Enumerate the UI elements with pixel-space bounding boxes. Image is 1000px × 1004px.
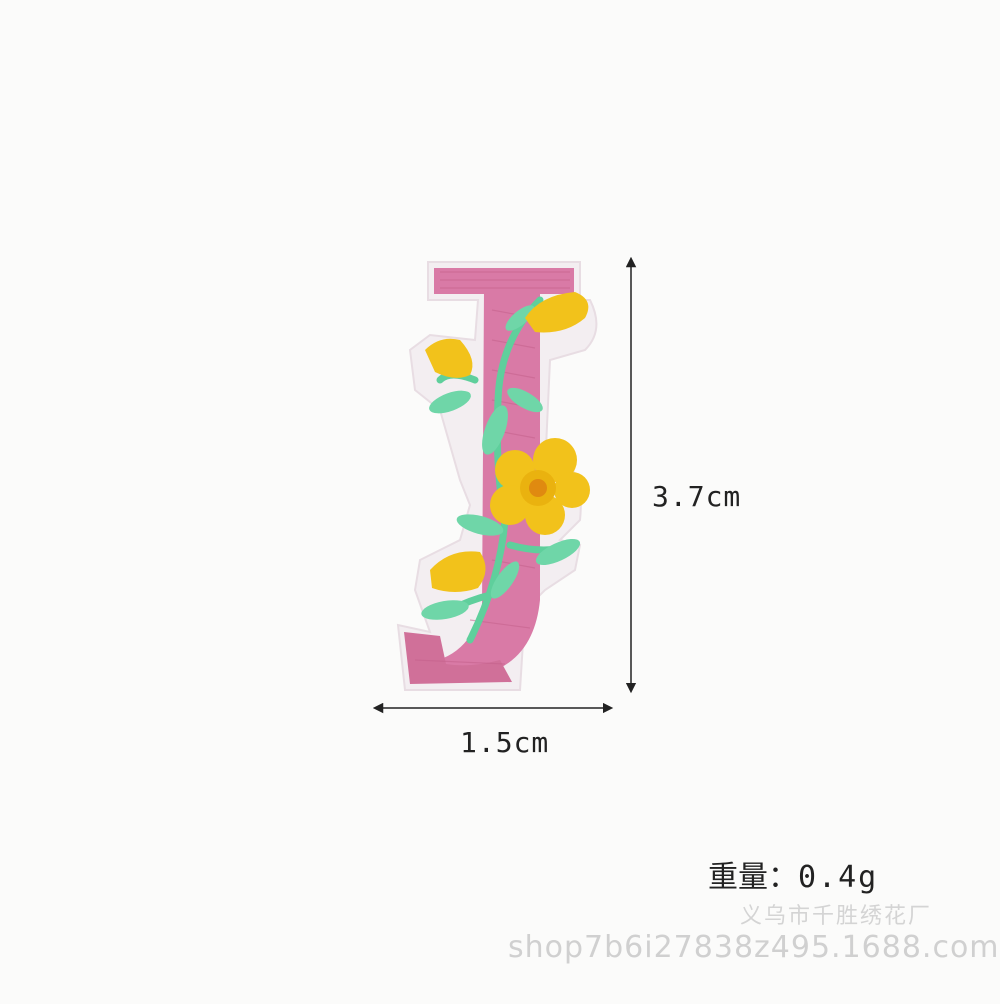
leaf-5 <box>535 538 581 566</box>
leaf-4 <box>456 514 504 536</box>
weight-info: 重量：0.4g <box>708 852 878 896</box>
weight-label-text: 重量： <box>708 860 798 895</box>
flower-bud-top <box>525 292 589 333</box>
flowers <box>425 292 590 592</box>
leaf-6 <box>421 600 469 620</box>
letter-hook <box>404 632 512 684</box>
flower-bud-bottom <box>430 551 486 592</box>
width-dimension-label: 1.5cm <box>460 726 550 759</box>
leaf-3 <box>482 405 508 455</box>
flower-bud-left <box>425 338 473 378</box>
leaf-7 <box>490 561 520 599</box>
leaf-8 <box>505 305 535 331</box>
weight-value: 0.4g <box>798 860 879 895</box>
leaves <box>421 305 581 620</box>
letter-j-patch <box>396 261 598 691</box>
leaf-1 <box>429 390 471 414</box>
leaf-2 <box>507 387 543 413</box>
watermark-shop-name: 义乌市千胜绣花厂 <box>740 904 933 929</box>
flower-main <box>490 438 590 535</box>
height-dimension-label: 3.7cm <box>652 480 742 513</box>
watermark-url: shop7b6i27838z495.1688.com <box>508 930 1000 965</box>
